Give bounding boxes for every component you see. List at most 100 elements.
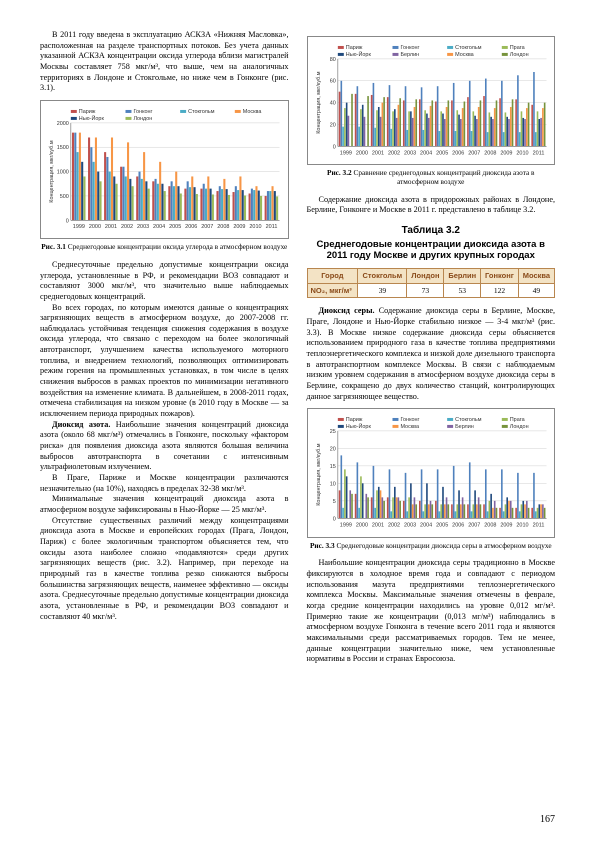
svg-text:10: 10 (329, 482, 335, 488)
svg-text:Нью-Йорк: Нью-Йорк (79, 114, 105, 122)
table-row-label: NO₂, мкг/м³ (307, 283, 358, 298)
svg-text:2011: 2011 (532, 523, 544, 529)
svg-text:2001: 2001 (105, 224, 117, 230)
svg-text:2000: 2000 (89, 224, 101, 230)
svg-text:Гонконг: Гонконг (133, 109, 152, 115)
table-cell: 53 (444, 283, 481, 298)
svg-text:Лондон: Лондон (133, 116, 152, 122)
figure-3-3: Париж Гонконг Стокгольм Прага Нью-Йорк Москва… (307, 408, 556, 537)
table-cell: 73 (407, 283, 444, 298)
svg-text:2006: 2006 (185, 224, 197, 230)
table-header: Москва (518, 268, 554, 283)
svg-text:2000: 2000 (57, 121, 69, 127)
svg-text:Гонконг: Гонконг (400, 417, 419, 423)
svg-text:Концентрация, мкг/куб.м: Концентрация, мкг/куб.м (315, 443, 321, 506)
table-header: Берлин (444, 268, 481, 283)
table-cell: 122 (481, 283, 519, 298)
svg-text:2003: 2003 (137, 224, 149, 230)
svg-text:2007: 2007 (468, 150, 480, 156)
para: Диоксид азота. Наибольшие значения конце… (40, 420, 289, 473)
para: Наибольшие концентрации диоксида серы тр… (307, 558, 556, 665)
svg-text:Концентрация, мкг/куб.м: Концентрация, мкг/куб.м (49, 140, 55, 203)
svg-text:2000: 2000 (355, 150, 367, 156)
svg-text:2007: 2007 (468, 523, 480, 529)
svg-text:80: 80 (329, 57, 335, 63)
svg-text:2010: 2010 (516, 150, 528, 156)
svg-text:1000: 1000 (57, 170, 69, 176)
svg-text:2002: 2002 (121, 224, 133, 230)
svg-text:2005: 2005 (169, 224, 181, 230)
page-number: 167 (540, 813, 555, 826)
svg-text:Москва: Москва (455, 52, 475, 58)
svg-text:Берлин: Берлин (400, 52, 419, 58)
svg-text:2005: 2005 (436, 150, 448, 156)
svg-text:20: 20 (329, 122, 335, 128)
svg-text:2008: 2008 (484, 150, 496, 156)
svg-text:2000: 2000 (355, 523, 367, 529)
svg-text:Париж: Париж (345, 45, 362, 51)
para: Во всех городах, по которым имеются данн… (40, 303, 289, 420)
svg-text:40: 40 (329, 101, 335, 107)
svg-text:2008: 2008 (484, 523, 496, 529)
svg-text:2003: 2003 (404, 150, 416, 156)
svg-text:0: 0 (66, 218, 69, 224)
svg-text:2009: 2009 (233, 224, 245, 230)
svg-text:2010: 2010 (249, 224, 261, 230)
svg-text:2004: 2004 (420, 150, 432, 156)
table-3-2-title: Таблица 3.2 Среднегодовые концентрации д… (307, 224, 556, 262)
svg-text:20: 20 (329, 447, 335, 453)
svg-text:Москва: Москва (400, 424, 420, 430)
caption-3-2: Рис. 3.2 Сравнение среднегодовых концент… (307, 169, 556, 187)
table-header: Город (307, 268, 358, 283)
svg-text:2004: 2004 (420, 523, 432, 529)
table-cell: 39 (358, 283, 407, 298)
svg-text:2011: 2011 (532, 150, 544, 156)
svg-text:Гонконг: Гонконг (400, 45, 419, 51)
svg-text:0: 0 (332, 144, 335, 150)
svg-text:1999: 1999 (73, 224, 85, 230)
para: В 2011 году введена в эксплуатацию АСКЗА… (40, 30, 289, 94)
svg-text:2003: 2003 (404, 523, 416, 529)
svg-text:60: 60 (329, 79, 335, 85)
svg-text:2001: 2001 (371, 150, 383, 156)
svg-text:1500: 1500 (57, 145, 69, 151)
svg-text:1999: 1999 (339, 523, 351, 529)
svg-text:Стокгольм: Стокгольм (455, 417, 482, 423)
svg-text:Париж: Париж (345, 417, 362, 423)
svg-text:2001: 2001 (371, 523, 383, 529)
svg-text:5: 5 (332, 499, 335, 505)
figure-3-1: ПарижГонконгСтокгольмМоскваНью-ЙоркЛондо… (40, 100, 289, 239)
caption-3-1: Рис. 3.1 Среднегодовые концентрации окси… (40, 243, 289, 252)
svg-text:Париж: Париж (79, 109, 96, 115)
table-header: Стокгольм (358, 268, 407, 283)
table-header: Гонконг (481, 268, 519, 283)
svg-text:1999: 1999 (339, 150, 351, 156)
table-cell: 49 (518, 283, 554, 298)
svg-text:Лондон: Лондон (509, 424, 528, 430)
svg-text:500: 500 (60, 194, 69, 200)
svg-text:2011: 2011 (266, 224, 278, 230)
para: Минимальные значения концентраций диокси… (40, 494, 289, 515)
svg-text:2007: 2007 (201, 224, 213, 230)
para: Диоксид серы. Содержание диоксида серы в… (307, 306, 556, 402)
svg-text:Прага: Прага (509, 45, 525, 51)
svg-text:2009: 2009 (500, 523, 512, 529)
svg-text:Концентрация, мкг/куб.м: Концентрация, мкг/куб.м (315, 71, 321, 134)
caption-3-3: Рис. 3.3 Среднегодовые концентрации диок… (307, 542, 556, 551)
svg-text:2005: 2005 (436, 523, 448, 529)
svg-text:15: 15 (329, 464, 335, 470)
svg-text:2008: 2008 (217, 224, 229, 230)
figure-3-2: ПарижГонконгСтокгольмПрагаНью-ЙоркБерлин… (307, 36, 556, 165)
table-header: Лондон (407, 268, 444, 283)
svg-text:Москва: Москва (243, 109, 263, 115)
svg-text:25: 25 (329, 429, 335, 435)
svg-text:Берлин: Берлин (455, 424, 474, 430)
svg-text:Лондон: Лондон (509, 52, 528, 58)
svg-text:Прага: Прага (509, 417, 525, 423)
svg-text:Стокгольм: Стокгольм (455, 45, 482, 51)
para: Отсутствие существенных различий между к… (40, 516, 289, 623)
para: В Праге, Париже и Москве концентрации ра… (40, 473, 289, 494)
svg-text:2009: 2009 (500, 150, 512, 156)
svg-text:Нью-Йорк: Нью-Йорк (345, 422, 371, 430)
para: Содержание диоксида азота в придорожных … (307, 195, 556, 216)
